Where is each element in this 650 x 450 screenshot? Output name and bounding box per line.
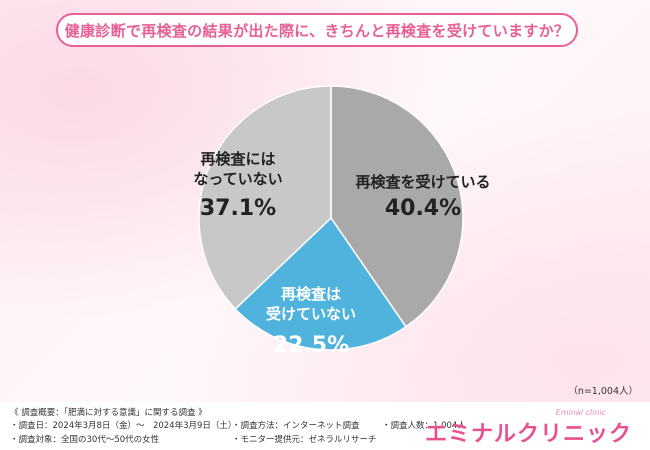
slice-percent-label: 37.1% [200,196,276,221]
question-title: 健康診断で再検査の結果が出た際に、きちんと再検査を受けていますか？ [64,21,570,40]
slice-percent-label: 22.5% [273,333,349,358]
slice-label: なっていない [193,170,282,188]
clinic-logo-sub: Eminal clinic [555,408,606,417]
survey-footer: 《 調査概要：「肥満に対する意識」に関する調査 》 ・調査日：2024年3月8日… [0,402,650,450]
survey-target: ・調査対象：全国の30代～50代の女性 [10,435,160,445]
survey-date: ・調査日：2024年3月8日（金）～ 2024年3月9日（土） [10,421,237,431]
slice-label: 再検査には [200,150,275,168]
pie-slice [198,85,332,311]
slice-label: 受けていない [266,305,356,323]
slice-label: 再検査は [281,285,341,303]
sample-size: （n=1,004人） [568,386,638,397]
survey-provider: ・モニター提供元：ゼネラルリサーチ [232,435,377,445]
pie-slice [234,216,407,351]
clinic-logo: Eminal clinic エミナルクリニック [425,408,632,448]
pie-slice [330,85,464,328]
slice-percent-label: 40.4% [385,196,461,221]
survey-count: ・調査人数：1,004人 [382,421,466,431]
slice-label: 再検査を受けている [355,173,490,191]
clinic-logo-main: エミナルクリニック [424,422,632,447]
survey-method: ・調査方法：インターネット調査 [232,421,360,431]
question-title-box: 健康診断で再検査の結果が出た際に、きちんと再検査を受けていますか？ [56,13,578,47]
survey-overview: 《 調査概要：「肥満に対する意識」に関する調査 》 [10,408,207,418]
